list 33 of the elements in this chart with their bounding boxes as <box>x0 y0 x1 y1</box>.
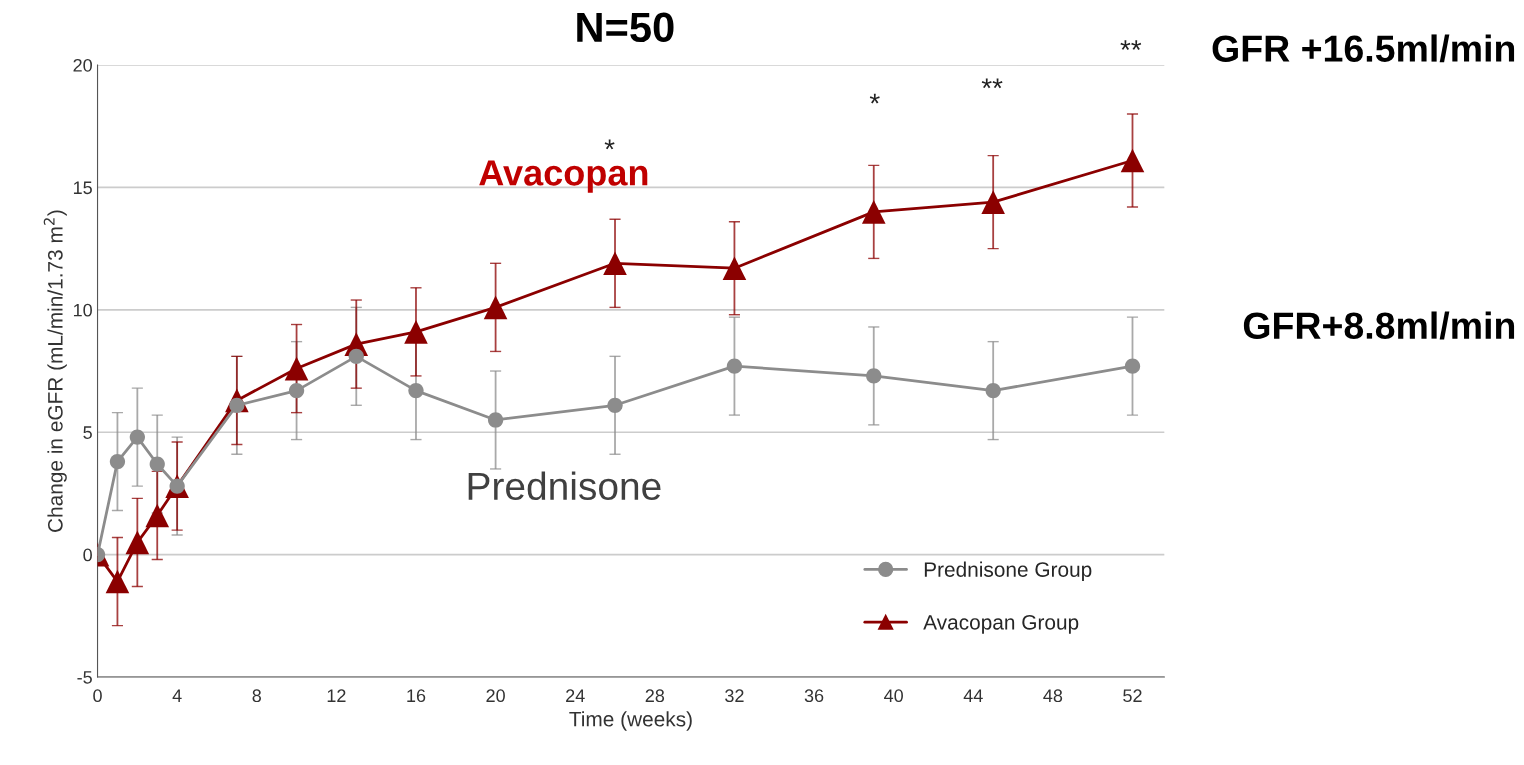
x-tick-label: 12 <box>327 689 346 702</box>
x-tick-label: 20 <box>486 689 505 703</box>
y-tick-label: 20 <box>73 58 92 72</box>
x-tick-label: 48 <box>1043 689 1063 703</box>
x-tick-label: 4 <box>172 689 182 702</box>
annotation: Avacopan <box>479 160 648 193</box>
text: ** <box>1120 40 1142 50</box>
text: N=50 <box>577 12 674 43</box>
legend-label: Avacopan Group <box>923 614 1079 634</box>
x-tick-label: 44 <box>963 689 983 702</box>
x-tick-label: 52 <box>1123 689 1142 703</box>
x-axis-title: Time (weeks) <box>569 711 692 731</box>
x-tick-label: 16 <box>407 689 426 703</box>
x-tick-label: 28 <box>645 689 665 703</box>
y-tick-label: 0 <box>83 548 92 562</box>
x-tick-label: 36 <box>804 689 824 703</box>
y-tick-label: 15 <box>73 181 92 195</box>
y-tick-label: -5 <box>77 671 92 684</box>
text: GFR +16.5ml/min <box>1212 34 1515 63</box>
annotation: ** <box>981 78 1003 89</box>
y-tick-label: 10 <box>73 303 92 317</box>
x-tick-label: 0 <box>93 689 102 703</box>
text: GFR+8.8ml/min <box>1243 311 1515 340</box>
annotation: * <box>869 93 880 104</box>
y-axis-title: Change in eGFR (mL/min/1.73 m$^{2}$) <box>43 210 67 532</box>
annotation: * <box>604 139 615 150</box>
y-tick-label: 5 <box>83 426 92 439</box>
annotation: Prednisone <box>468 471 661 501</box>
x-tick-label: 32 <box>725 689 744 703</box>
x-tick-label: 24 <box>566 689 585 702</box>
x-tick-label: 40 <box>884 689 903 703</box>
legend-label: Prednisone Group <box>924 561 1092 582</box>
x-tick-label: 8 <box>252 689 261 703</box>
